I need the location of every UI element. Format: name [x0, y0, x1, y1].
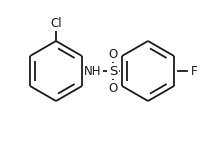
- Text: Cl: Cl: [50, 16, 62, 30]
- Text: O: O: [108, 82, 118, 94]
- Text: S: S: [109, 64, 117, 78]
- Text: O: O: [108, 48, 118, 60]
- Text: NH: NH: [84, 64, 102, 78]
- Text: F: F: [191, 64, 197, 78]
